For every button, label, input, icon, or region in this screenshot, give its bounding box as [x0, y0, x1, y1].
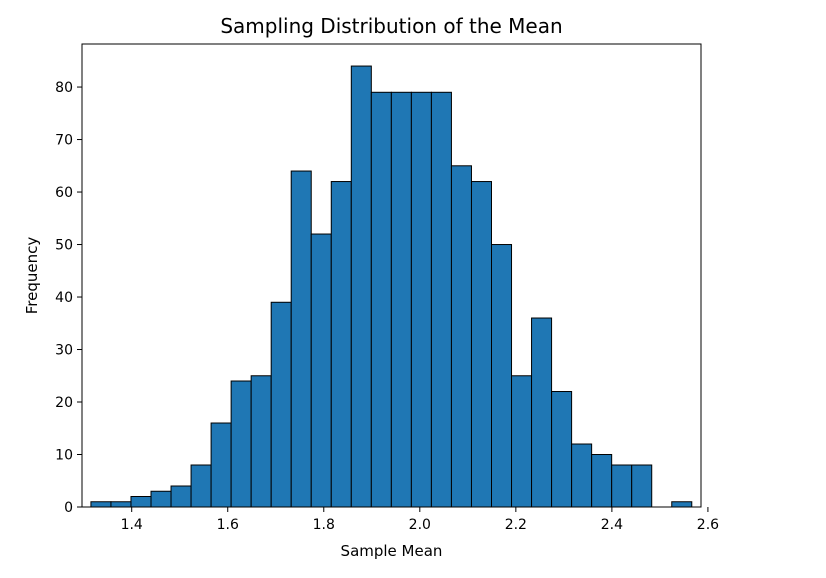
- y-tick-label: 80: [55, 80, 73, 96]
- y-tick-label: 10: [55, 448, 73, 464]
- y-tick-label: 60: [55, 185, 73, 201]
- histogram-bar: [591, 454, 613, 508]
- histogram-bar: [110, 501, 132, 508]
- y-tick-label: 0: [64, 500, 73, 516]
- histogram-bar: [551, 391, 573, 508]
- x-axis-label: Sample Mean: [341, 542, 443, 560]
- histogram-bar: [170, 485, 192, 508]
- histogram-bar: [150, 490, 172, 508]
- x-tick-label: 2.0: [409, 517, 431, 533]
- histogram-bar: [390, 91, 412, 508]
- x-tick-label: 2.4: [601, 517, 623, 533]
- x-tick-label: 1.8: [313, 517, 335, 533]
- y-tick-label: 40: [55, 290, 73, 306]
- histogram-bar: [571, 443, 593, 508]
- y-tick-label: 20: [55, 395, 73, 411]
- x-tick-label: 2.6: [697, 517, 719, 533]
- histogram-bar: [370, 91, 392, 508]
- x-tick-label: 1.6: [217, 517, 239, 533]
- ticks-layer: 1.4 1.6 1.8 2.0 2.2 2.4 2.6 0 10 20 30 40 50 60 70 80: [55, 80, 719, 533]
- y-axis-label: Frequency: [23, 237, 41, 315]
- histogram-bar: [90, 501, 112, 508]
- histogram-bar: [250, 375, 272, 508]
- histogram-bar: [531, 317, 553, 508]
- histogram-bar: [310, 233, 332, 508]
- histogram-bar: [470, 181, 493, 508]
- y-tick-label: 70: [55, 133, 73, 149]
- histogram-bar: [210, 422, 232, 508]
- x-tick-label: 1.4: [121, 517, 143, 533]
- histogram-bar: [491, 244, 513, 508]
- histogram-bar: [330, 181, 352, 508]
- histogram-bar: [230, 380, 252, 508]
- chart-title: Sampling Distribution of the Mean: [220, 14, 562, 38]
- histogram-bar: [631, 464, 653, 508]
- histogram-bar: [350, 65, 372, 508]
- histogram-bar: [450, 165, 472, 508]
- histogram-bar: [430, 91, 452, 508]
- histogram-bar: [611, 464, 633, 508]
- histogram-bar: [190, 464, 212, 508]
- histogram-bar: [130, 496, 152, 508]
- y-tick-label: 50: [55, 238, 73, 254]
- histogram-bar: [410, 91, 432, 508]
- histogram-bar: [290, 170, 312, 508]
- histogram-bar: [671, 501, 693, 508]
- y-tick-label: 30: [55, 343, 73, 359]
- histogram-bar: [270, 301, 292, 508]
- histogram-bar: [511, 375, 533, 508]
- plot-frame: [81, 43, 702, 508]
- x-tick-label: 2.2: [505, 517, 527, 533]
